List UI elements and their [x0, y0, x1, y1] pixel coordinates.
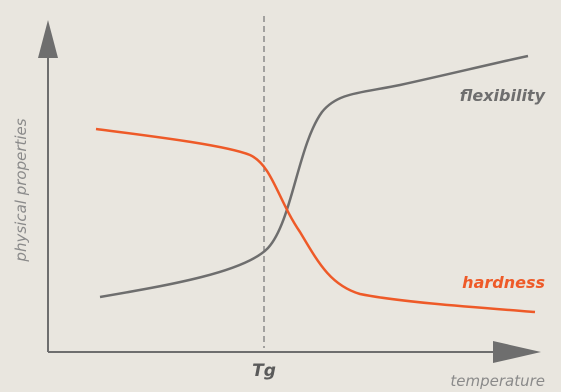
y-axis-label: physical properties: [12, 118, 30, 262]
y-axis-arrowhead: [38, 20, 58, 58]
x-axis-label: temperature: [450, 372, 545, 390]
hardness-curve: [95, 127, 536, 314]
hardness-label: hardness: [462, 273, 545, 292]
flexibility-curve: [99, 54, 529, 299]
tg-label: Tg: [252, 361, 276, 381]
x-axis-arrowhead: [493, 341, 541, 363]
flexibility-label: flexibility: [460, 86, 546, 105]
